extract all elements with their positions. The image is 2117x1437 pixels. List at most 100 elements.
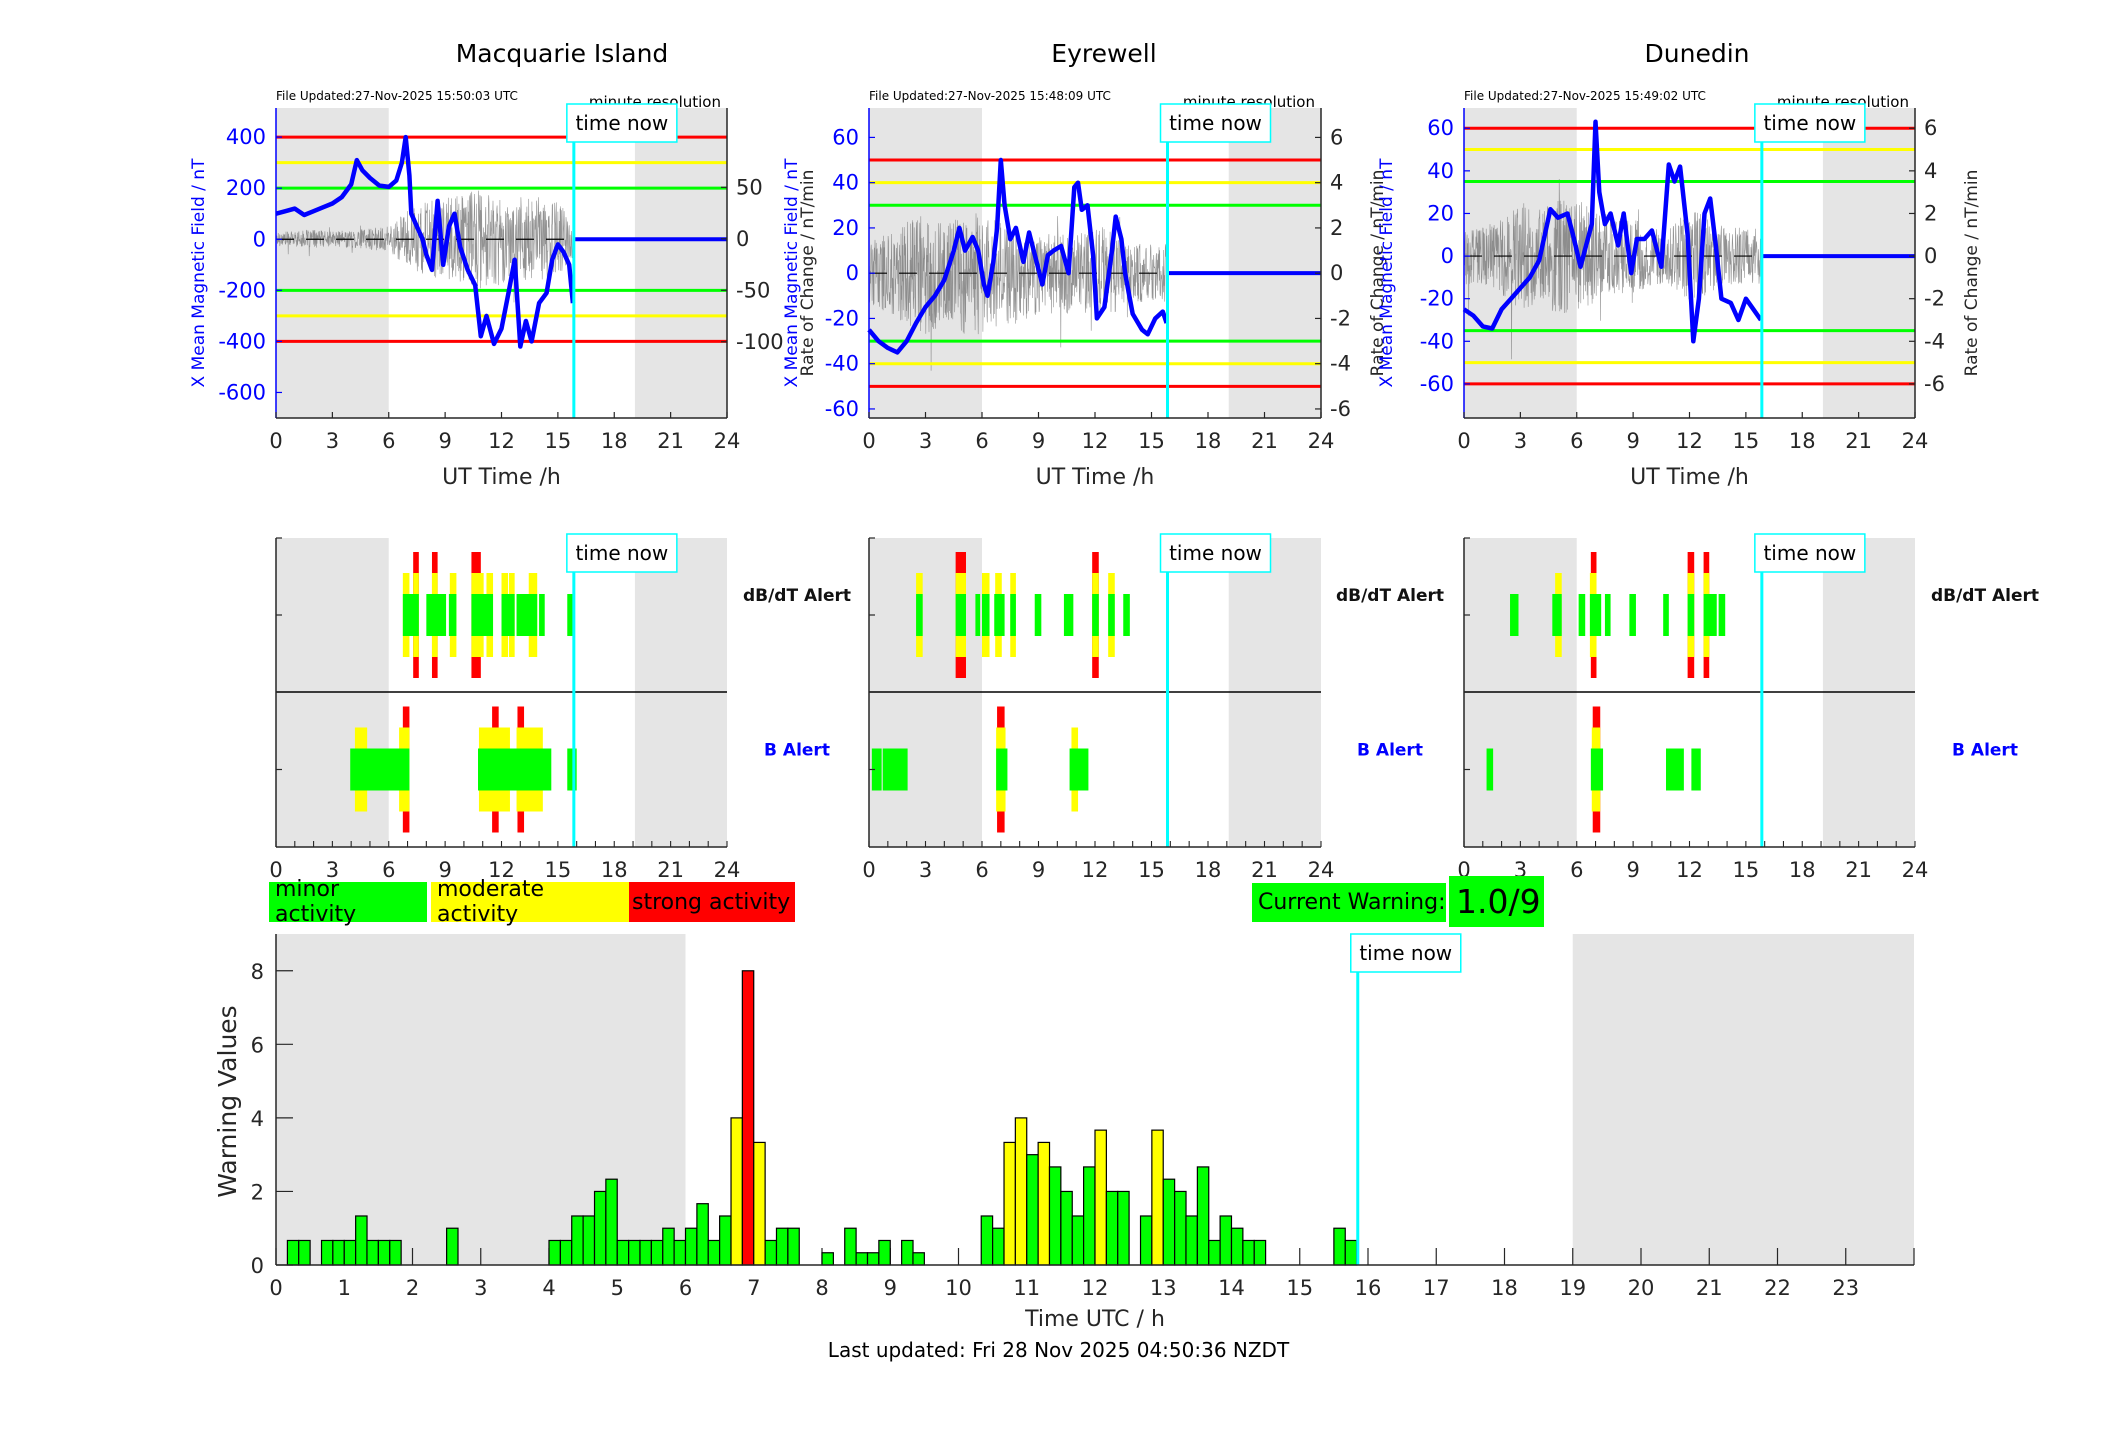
x-tick-label: 6 [1570,429,1583,453]
warning-bar-minor [662,1227,675,1266]
current-warning-label-box: Current Warning: [1252,883,1446,922]
warning-bar-minor [821,1252,834,1266]
alert-segment-minor [1123,594,1130,636]
warning-bar-minor [593,1190,607,1266]
x-tick-label: 3 [1514,429,1527,453]
time-now-label: time now [1169,541,1262,565]
x-tick-label: 0 [1457,429,1470,453]
time-now-box [1159,533,1272,573]
alert-segment-minor [1010,594,1016,636]
y-axis-label-right: Rate of Change / nT/min [798,170,818,377]
warning-bar-minor [605,1178,618,1266]
warning-bar-minor [286,1239,300,1266]
alert-segment-minor [975,594,981,636]
alert-segment-minor [501,594,515,636]
time-now-label: time now [575,111,668,135]
x-tick-label: 9 [438,429,451,453]
y-tick-label: 0 [251,1254,264,1278]
station-title: Macquarie Island [456,39,669,68]
warning-bar-minor [559,1239,573,1266]
x-tick-label: 15 [545,429,572,453]
x-tick-label: 12 [1082,1276,1109,1300]
warning-bar-minor [684,1227,698,1266]
y-tick-label-left: 20 [832,216,859,240]
x-tick-label: 24 [714,429,741,453]
x-axis-label: Time UTC / h [1024,1307,1165,1332]
x-tick-label: 0 [269,429,282,453]
current-warning-label: Current Warning: [1258,890,1446,915]
legend-moderate-activity: moderate activity [431,877,629,927]
alert-segment-minor [1663,594,1669,636]
warning-bar-minor [1242,1239,1255,1266]
warning-bar-minor [366,1239,379,1266]
alert-segment-minor [1578,594,1586,636]
alert-segment-minor [448,594,457,636]
warning-bar-minor [1253,1239,1267,1266]
legend-minor-activity: minor activity [269,877,427,927]
alert-segment-minor [1703,594,1717,636]
x-tick-label: 0 [862,858,875,882]
time-now-box [1350,933,1462,973]
x-tick-label: 0 [269,858,282,882]
x-tick-label: 24 [1308,858,1335,882]
warning-bar-minor [764,1239,778,1266]
current-warning-value: 1.0/9 [1456,882,1541,921]
x-tick-label: 23 [1832,1276,1859,1300]
y-tick-label-right: -100 [736,330,784,354]
night-shading [634,108,727,418]
alert-segment-minor [1629,594,1636,636]
x-tick-label: 3 [326,429,339,453]
alert-segment-minor [871,748,882,791]
y-tick-label-right: -2 [1924,287,1945,311]
night-shading [1822,108,1915,418]
x-tick-label: 9 [1626,429,1639,453]
y-tick-label-right: 2 [1330,216,1343,240]
alert-segment-minor [1691,748,1701,791]
alert-segment-minor [1510,594,1519,636]
x-field-trace [867,157,1169,355]
warning-bar-moderate [753,1141,766,1266]
x-tick-label: 12 [1676,858,1703,882]
x-tick-label: 12 [488,429,515,453]
x-tick-label: 24 [1308,429,1335,453]
x-tick-label: 12 [1082,858,1109,882]
night-shading [276,108,389,418]
warning-bar-minor [1174,1190,1187,1266]
warning-bar-minor [389,1239,402,1266]
x-tick-label: 4 [542,1276,555,1300]
x-tick-label: 9 [1032,429,1045,453]
y-tick-label-right: -6 [1924,372,1945,396]
warning-bar-minor [912,1252,925,1266]
time-now-box [1754,103,1866,143]
y-tick-label-right: 4 [1330,171,1343,195]
warning-bar-minor [616,1239,630,1266]
warning-bar-minor [548,1239,561,1266]
time-now-box [1159,103,1272,143]
night-shading [276,934,686,1265]
y-tick-label-left: 60 [1427,116,1454,140]
x-tick-label: 21 [1251,858,1278,882]
x-tick-label: 6 [1570,858,1583,882]
warning-bar-minor [320,1239,334,1266]
warning-bar-moderate [1003,1141,1017,1266]
warning-bar-minor [775,1227,789,1266]
alert-panel-2: dB/dT Alert B Alert time now 0 3 6 9 12 15 18 21 24 [862,533,1444,882]
x-tick-label: 7 [747,1276,760,1300]
x-tick-label: 21 [1845,858,1872,882]
x-tick-label: 15 [1138,429,1165,453]
alert-segment-minor [539,594,545,636]
x-tick-label: 10 [945,1276,972,1300]
warning-bar-minor [446,1227,459,1266]
warning-bar-minor [639,1239,652,1266]
legend-moderate-label: moderate activity [437,877,545,927]
x-tick-label: 6 [382,858,395,882]
b-alert-label: B Alert [764,741,830,761]
y-tick-label-right: 6 [1924,116,1937,140]
alert-segment-minor [1589,594,1602,636]
alert-segment-minor [994,594,1005,636]
warning-bar-minor [1139,1215,1153,1266]
time-now-box [566,533,678,573]
x-axis-label: UT Time /h [1036,465,1155,490]
x-tick-label: 24 [1902,429,1929,453]
